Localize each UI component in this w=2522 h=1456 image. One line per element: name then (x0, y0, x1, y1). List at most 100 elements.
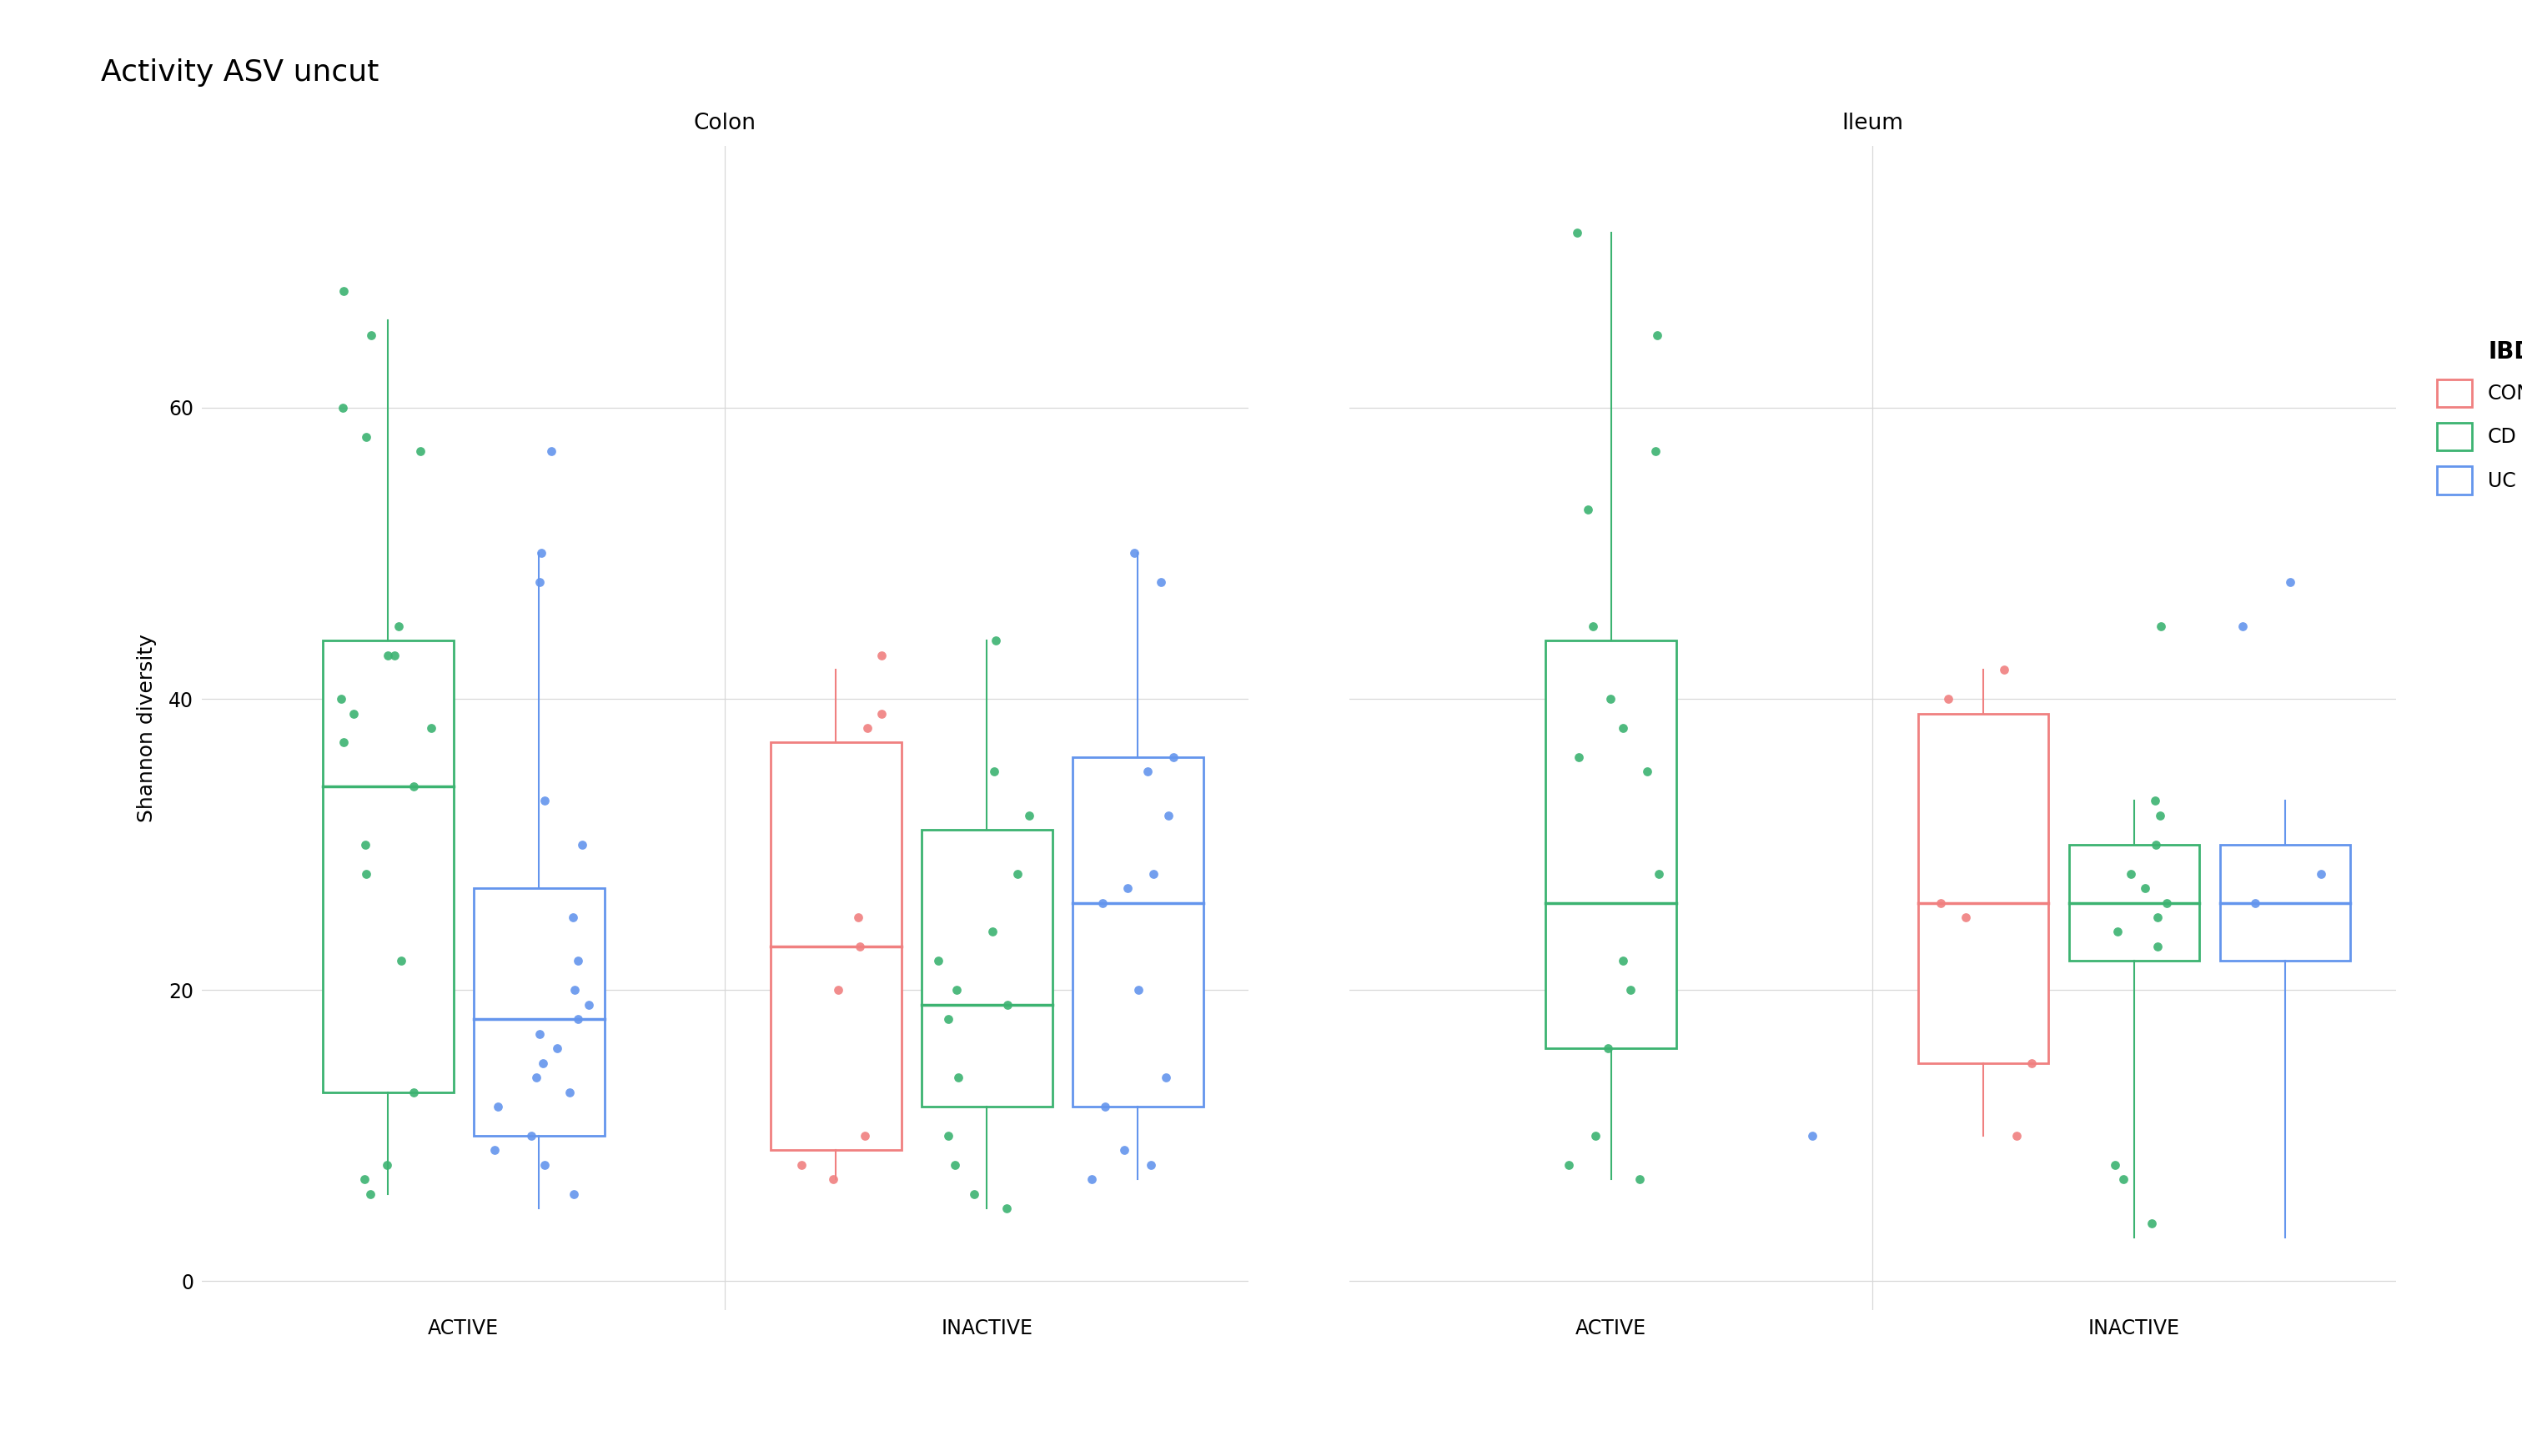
Point (1072, 1168, 1112, 1191)
Point (1589, 687, 1629, 711)
Legend: CONTROL, CD, UC: CONTROL, CD, UC (2426, 331, 2522, 504)
Point (393, 775, 434, 798)
Point (973, 760, 1014, 783)
Point (1132, 862, 1173, 885)
Point (2124, 877, 2164, 900)
Point (1082, 891, 1122, 914)
Point (2096, 1153, 2136, 1176)
Point (378, 614, 419, 638)
Point (2098, 920, 2139, 943)
Point (1586, 1037, 1627, 1060)
Point (2103, 1168, 2144, 1191)
Point (2131, 1211, 2171, 1235)
Bar (1917, 713, 2048, 1063)
Point (1927, 687, 1967, 711)
Point (1793, 1124, 1833, 1147)
Point (517, 1066, 557, 1089)
Point (2146, 891, 2187, 914)
Point (2270, 571, 2310, 594)
Point (976, 629, 1016, 652)
Bar (2068, 844, 2199, 961)
Point (401, 440, 441, 463)
Point (393, 1080, 434, 1104)
Point (817, 978, 857, 1002)
Point (555, 1182, 595, 1206)
Point (525, 1153, 565, 1176)
Bar (1546, 641, 1677, 1048)
Point (863, 644, 903, 667)
Point (555, 978, 595, 1002)
Point (815, 1168, 855, 1191)
Point (411, 716, 451, 740)
Point (936, 978, 976, 1002)
Point (373, 644, 414, 667)
Point (1639, 862, 1680, 885)
Point (532, 440, 572, 463)
Point (1107, 877, 1148, 900)
Point (2136, 906, 2176, 929)
Point (381, 949, 421, 973)
Point (1627, 760, 1667, 783)
Bar (323, 641, 454, 1092)
Point (522, 542, 562, 565)
Point (996, 862, 1037, 885)
Point (1604, 949, 1644, 973)
Point (918, 949, 958, 973)
Point (847, 716, 888, 740)
Point (1922, 891, 1962, 914)
Point (845, 1124, 885, 1147)
Point (1944, 906, 1985, 929)
Point (928, 1008, 968, 1031)
Point (333, 702, 373, 725)
Point (474, 1139, 514, 1162)
Point (1140, 571, 1180, 594)
Point (2010, 1051, 2050, 1075)
Point (1569, 498, 1609, 521)
Point (557, 949, 598, 973)
Point (1117, 978, 1158, 1002)
Bar (2219, 844, 2351, 961)
Point (1634, 440, 1675, 463)
Point (782, 1153, 822, 1176)
Point (522, 1051, 562, 1075)
Point (936, 1153, 976, 1176)
Point (1153, 745, 1193, 769)
Point (1609, 978, 1649, 1002)
Point (928, 1124, 968, 1147)
Point (1601, 716, 1642, 740)
Point (557, 1008, 598, 1031)
Point (1115, 542, 1155, 565)
Point (562, 833, 603, 856)
Point (1576, 1124, 1617, 1147)
Point (346, 425, 386, 448)
Point (368, 644, 409, 667)
Point (320, 687, 361, 711)
Y-axis label: Shannon diversity: Shannon diversity (136, 633, 156, 823)
Point (552, 906, 593, 929)
Point (537, 1037, 578, 1060)
Bar (769, 743, 900, 1150)
Point (323, 731, 363, 754)
Point (837, 906, 878, 929)
Point (1127, 760, 1168, 783)
Point (1982, 658, 2023, 681)
Point (520, 571, 560, 594)
Point (2136, 789, 2176, 812)
Point (2141, 614, 2182, 638)
Bar (1072, 757, 1203, 1107)
Point (525, 789, 565, 812)
Point (953, 1182, 994, 1206)
Point (550, 1080, 590, 1104)
Point (351, 323, 391, 347)
Point (1148, 804, 1188, 827)
Point (2139, 804, 2179, 827)
Title: Ileum: Ileum (1841, 112, 1904, 134)
Bar (474, 888, 605, 1136)
Point (2111, 862, 2151, 885)
Point (479, 1095, 520, 1118)
Point (1549, 1153, 1589, 1176)
Point (1556, 221, 1596, 245)
Point (1130, 1153, 1170, 1176)
Point (343, 1168, 383, 1191)
Point (520, 1022, 560, 1045)
